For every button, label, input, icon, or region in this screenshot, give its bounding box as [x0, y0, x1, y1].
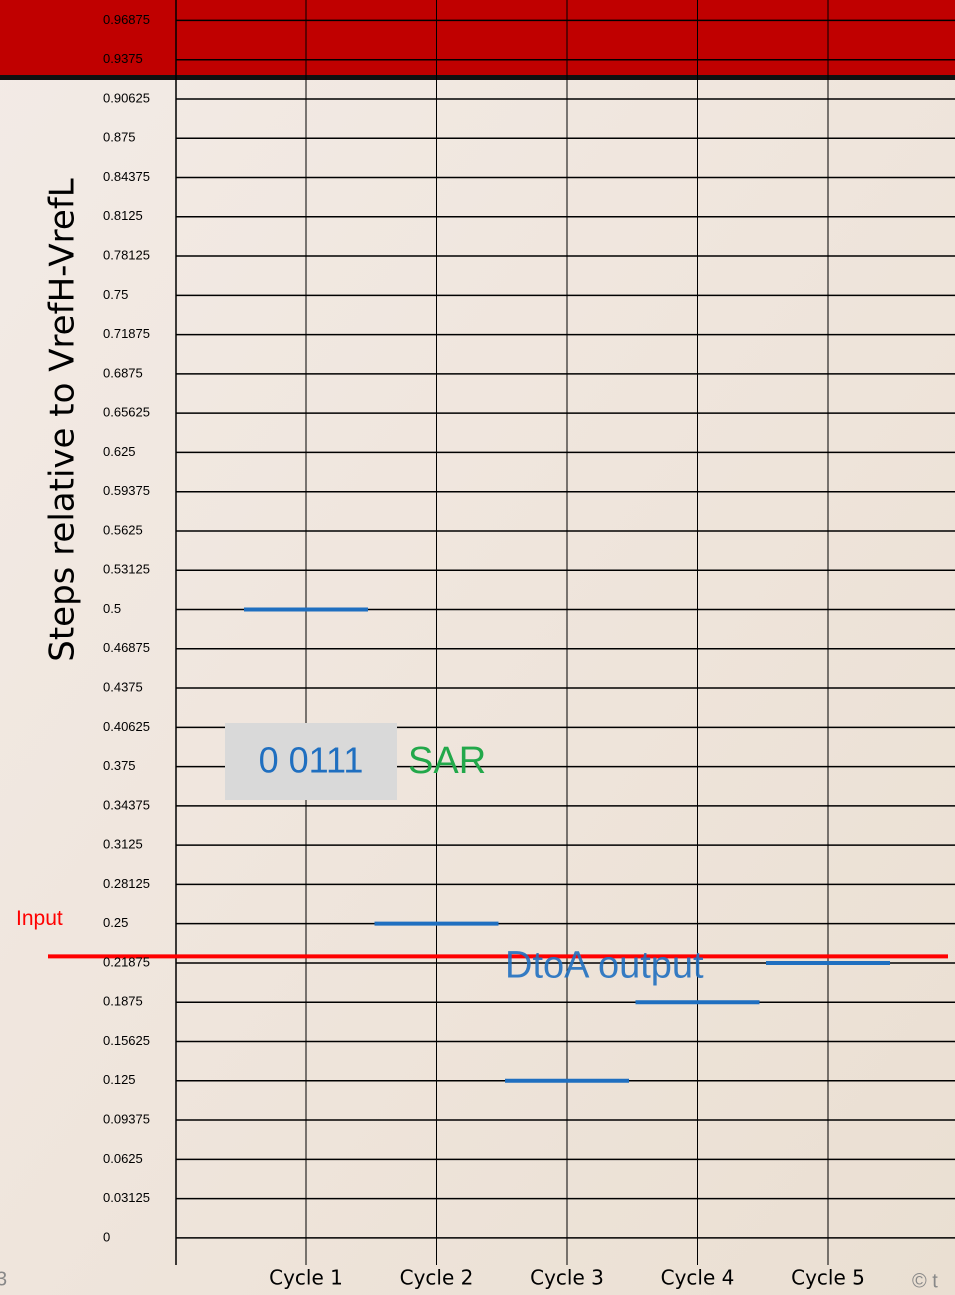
y-tick-label: 0.46875	[103, 640, 150, 655]
y-tick-label: 0.625	[103, 444, 136, 459]
input-label: Input	[16, 907, 63, 930]
x-tick-label: Cycle 5	[791, 1266, 865, 1290]
y-tick-label: 0.1875	[103, 994, 143, 1009]
title-band-rule	[0, 75, 955, 80]
y-tick-label: 0.09375	[103, 1111, 150, 1126]
y-tick-label: 0	[103, 1229, 110, 1244]
x-tick-label: Cycle 2	[400, 1266, 474, 1290]
page-number: 3	[0, 1268, 7, 1290]
y-tick-label: 0.9375	[103, 51, 143, 66]
y-tick-label: 0.28125	[103, 876, 150, 891]
sar-code-box	[225, 723, 397, 800]
x-tick-label: Cycle 1	[269, 1266, 343, 1290]
y-tick-label: 0.25	[103, 915, 128, 930]
series-label: DtoA output	[505, 944, 704, 986]
y-tick-label: 0.53125	[103, 562, 150, 577]
sar-code: 0 0111	[259, 740, 364, 781]
y-tick-label: 0.40625	[103, 719, 150, 734]
title-band	[0, 0, 955, 76]
y-tick-label: 0.125	[103, 1072, 136, 1087]
y-tick-label: 0.15625	[103, 1033, 150, 1048]
marks	[48, 607, 948, 1083]
copyright: © t	[912, 1270, 938, 1292]
y-tick-label: 0.03125	[103, 1190, 150, 1205]
y-tick-label: 0.0625	[103, 1151, 143, 1166]
y-tick-label: 0.3125	[103, 837, 143, 852]
y-tick-label: 0.8125	[103, 208, 143, 223]
y-tick-label: 0.6875	[103, 365, 143, 380]
y-tick-label: 0.875	[103, 130, 136, 145]
y-tick-label: 0.4375	[103, 679, 143, 694]
y-tick-label: 0.5625	[103, 522, 143, 537]
y-tick-label: 0.65625	[103, 405, 150, 420]
y-tick-label: 0.90625	[103, 90, 150, 105]
y-tick-label: 0.71875	[103, 326, 150, 341]
y-tick-label: 0.84375	[103, 169, 150, 184]
y-tick-label: 0.34375	[103, 797, 150, 812]
y-tick-label: 0.78125	[103, 247, 150, 262]
y-axis-label: Steps relative to VrefH-VrefL	[43, 178, 83, 662]
y-tick-label: 0.5	[103, 601, 121, 616]
x-tick-label: Cycle 4	[661, 1266, 735, 1290]
y-tick-label: 0.59375	[103, 483, 150, 498]
y-tick-label: 0.21875	[103, 954, 150, 969]
x-tick-label: Cycle 3	[530, 1266, 604, 1290]
y-tick-label: 0.375	[103, 758, 136, 773]
y-tick-label: 0.96875	[103, 12, 150, 27]
sar-label: SAR	[408, 740, 486, 782]
y-tick-label: 0.75	[103, 287, 128, 302]
